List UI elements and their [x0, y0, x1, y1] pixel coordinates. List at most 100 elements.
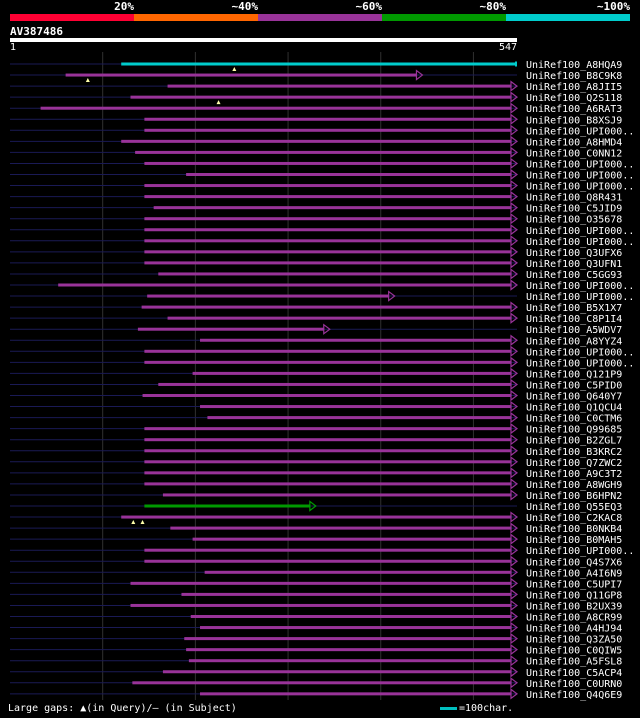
hit-label: UniRef100_UPI000.. [526, 546, 634, 557]
scale-legend: =100char. [440, 703, 513, 714]
gap-marker [140, 520, 145, 525]
hit-label: UniRef100_A8WGH9 [526, 480, 622, 491]
hit-label: UniRef100_B8XSJ9 [526, 115, 622, 126]
hit-arrow [510, 489, 518, 501]
hit-label: UniRef100_A5WDV7 [526, 325, 622, 336]
hit-arrow [510, 666, 518, 678]
hit-bar [144, 184, 511, 188]
hit-bar [121, 139, 512, 143]
gap-marker [85, 78, 90, 83]
hit-bar [181, 592, 511, 596]
query-end: 547 [498, 42, 517, 53]
hit-arrow [510, 533, 518, 545]
hit-arrow [510, 511, 518, 523]
legend-segment-5 [506, 14, 630, 21]
hit-bar [144, 471, 511, 475]
hit-label: UniRef100_UPI000.. [526, 347, 634, 358]
hit-arrow [510, 301, 518, 313]
hit-bar [141, 305, 511, 309]
hit-label: UniRef100_C0CTM6 [526, 414, 622, 425]
hit-label: UniRef100_A9C3T2 [526, 469, 622, 480]
hit-bar [144, 482, 511, 486]
hit-bar [147, 294, 389, 298]
hit-bar [144, 427, 511, 431]
hit-arrow [510, 124, 518, 137]
hit-arrow [510, 378, 518, 391]
hit-label: UniRef100_C5ACP4 [526, 668, 622, 679]
hit-bar [192, 537, 511, 541]
hit-label: UniRef100_Q4S7X6 [526, 557, 622, 568]
hit-arrow [510, 312, 518, 324]
hit-arrow [510, 621, 518, 634]
hit-label: UniRef100_UPI000.. [526, 182, 634, 193]
hit-label: UniRef100_B8C9K8 [526, 71, 622, 82]
hit-bar [167, 316, 512, 320]
hit-bar [144, 161, 511, 165]
hit-arrow [510, 113, 518, 125]
hit-label: UniRef100_Q4Q6E9 [526, 690, 622, 701]
hit-arrow [323, 323, 331, 335]
hit-label: UniRef100_Q1QCU4 [526, 403, 622, 414]
hit-arrow [510, 677, 518, 689]
hit-arrow [510, 102, 518, 114]
hit-arrow [510, 279, 518, 291]
hit-arrow [510, 246, 518, 258]
hit-label: UniRef100_UPI000.. [526, 358, 634, 369]
hit-label: UniRef100_Q8R431 [526, 193, 622, 204]
hit-label: UniRef100_UPI000.. [526, 126, 634, 137]
hit-bar [130, 95, 512, 99]
legend-label-100: ~100% [596, 0, 630, 13]
hit-bar [121, 515, 512, 519]
hit-label: UniRef100_UPI000.. [526, 159, 634, 170]
hit-label: UniRef100_UPI000.. [526, 292, 634, 303]
hit-end-cap [515, 61, 517, 67]
identity-legend-labels: 20% ~40% ~60% ~80% ~100% [0, 0, 640, 14]
hit-arrow [309, 500, 317, 512]
hit-bar [192, 371, 511, 375]
hit-bar [144, 438, 511, 442]
legend-label-20: 20% [114, 0, 134, 13]
hit-bar [144, 228, 511, 232]
hit-bar [188, 659, 511, 663]
hit-label: UniRef100_C5GG93 [526, 270, 622, 281]
hit-arrow [510, 588, 518, 601]
hit-arrow [510, 577, 518, 590]
query-start: 1 [10, 42, 17, 53]
hit-arrow [510, 146, 518, 159]
hit-bar [144, 449, 511, 453]
hit-bar [144, 128, 511, 132]
hit-label: UniRef100_Q3UFN1 [526, 259, 622, 270]
hit-label: UniRef100_A6RAT3 [526, 104, 622, 115]
legend-segment-3 [258, 14, 382, 21]
hit-arrow [388, 290, 396, 302]
hit-arrow [510, 400, 518, 413]
hit-bar [158, 272, 512, 276]
hit-label: UniRef100_C5JID9 [526, 204, 622, 215]
hit-label: UniRef100_B3KRC2 [526, 447, 622, 458]
hit-label: UniRef100_Q55EQ3 [526, 502, 622, 513]
hit-label: UniRef100_A8JII5 [526, 82, 622, 93]
hit-bar [121, 62, 518, 66]
hit-arrow [510, 356, 518, 369]
hit-bar [144, 261, 511, 265]
hit-arrow [510, 411, 518, 424]
hit-bar [200, 626, 511, 630]
hit-arrow [510, 522, 518, 534]
hit-arrow [510, 135, 518, 148]
footer-gap-legend: Large gaps: ▲(in Query)/– (in Subject) [8, 703, 237, 714]
hit-bar [144, 548, 511, 552]
hit-label: UniRef100_B5X1X7 [526, 303, 622, 314]
hit-arrow [510, 632, 518, 645]
legend-label-80: ~80% [479, 0, 507, 13]
hit-label: UniRef100_C0URN0 [526, 679, 622, 690]
hit-arrow [510, 345, 518, 357]
hit-label: UniRef100_A8YYZ4 [526, 336, 622, 347]
scale-label: =100char. [459, 703, 514, 714]
hit-label: UniRef100_Q3UFX6 [526, 248, 622, 259]
hit-arrow [510, 434, 518, 446]
hit-label: UniRef100_Q99685 [526, 425, 622, 436]
hit-label: UniRef100_A4HJ94 [526, 624, 622, 635]
hit-bar [200, 338, 511, 342]
hit-label: UniRef100_C2KAC8 [526, 513, 622, 524]
hit-bar [144, 217, 511, 221]
